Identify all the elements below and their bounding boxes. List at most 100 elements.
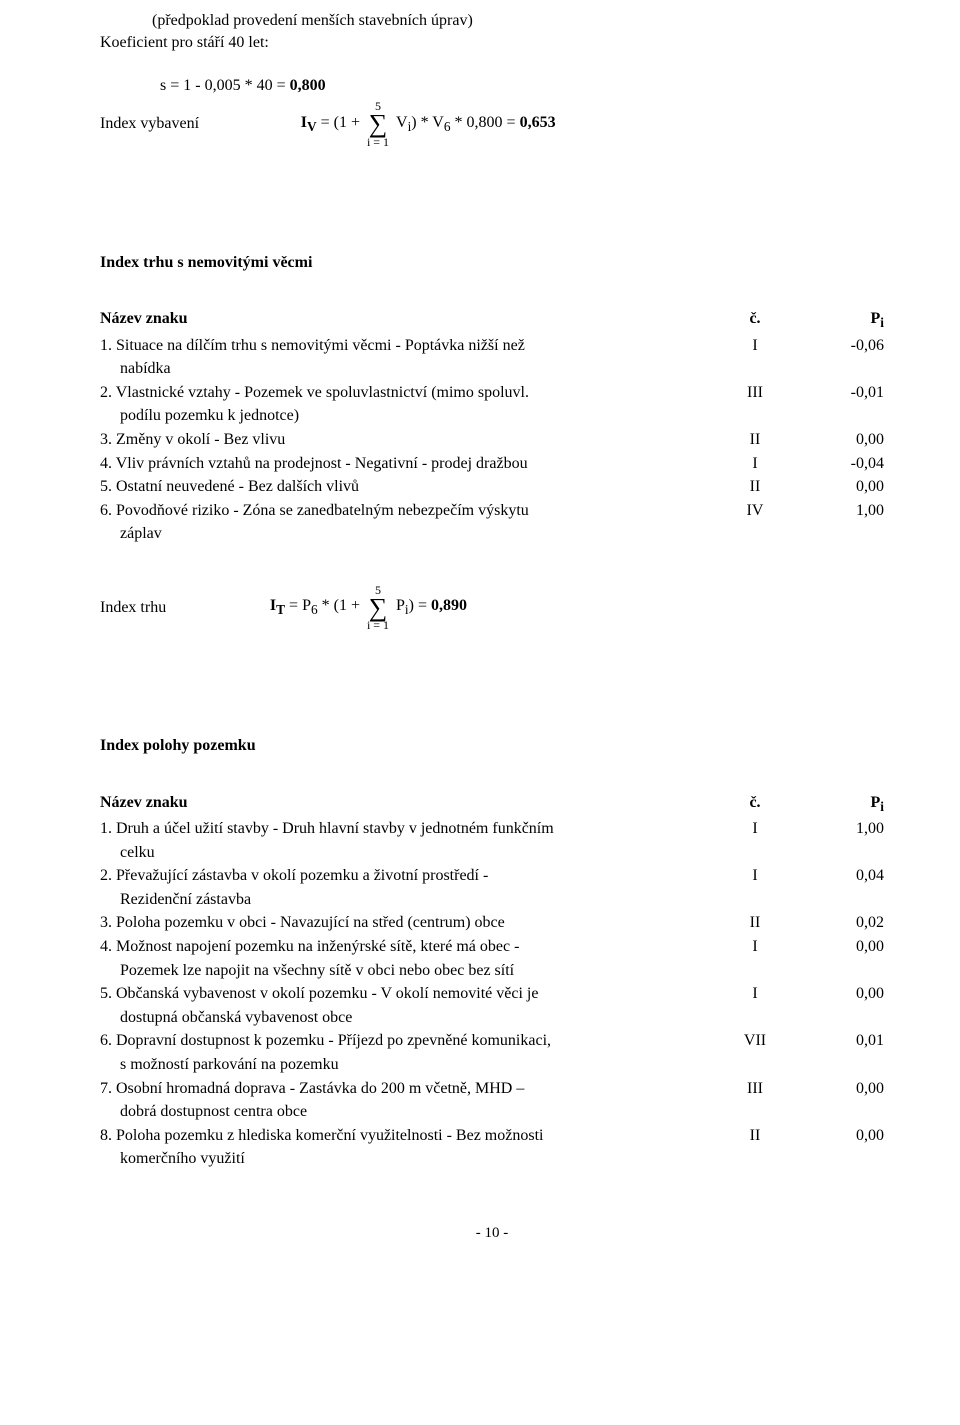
table-row: 2. Převažující zástavba v okolí pozemku … [100,864,884,888]
row-name: 2. Převažující zástavba v okolí pozemku … [100,864,718,888]
section2-title: Index polohy pozemku [100,735,884,757]
row-name: 8. Poloha pozemku z hlediska komerční vy… [100,1124,718,1148]
table-row: 4. Vliv právních vztahů na prodejnost - … [100,452,884,476]
row-num: I [718,935,792,959]
table-row: 5. Občanská vybavenost v okolí pozemku -… [100,982,884,1006]
row-name: 3. Poloha pozemku v obci - Navazující na… [100,911,718,935]
table-row: 4. Možnost napojení pozemku na inženýrsk… [100,935,884,959]
row-name-continuation: celku [100,841,718,865]
row-name-continuation: podílu pozemku k jednotce) [100,404,718,428]
formula2-rhs-pre: P [396,597,405,614]
row-value: 0,02 [792,911,884,935]
row-name: 4. Možnost napojení pozemku na inženýrsk… [100,935,718,959]
row-name-continuation: záplav [100,522,718,546]
row-num: VII [718,1029,792,1053]
row-name: 2. Vlastnické vztahy - Pozemek ve spoluv… [100,381,718,405]
table-row-continuation: dostupná občanská vybavenost obce [100,1006,884,1030]
row-num: IV [718,499,792,523]
table-row: 8. Poloha pozemku z hlediska komerční vy… [100,1124,884,1148]
sigma-icon: 5 ∑ i = 1 [360,584,396,631]
formula1-rhs-pre: V [396,114,408,131]
intro-line2: Koeficient pro stáří 40 let: [100,32,884,54]
formula2-lhs: IT = P6 * (1 + [220,595,360,619]
sigma-lower: i = 1 [367,619,389,631]
formula1-lhs-sub: V [307,119,317,134]
intro-line1: (předpoklad provedení menších stavebních… [100,10,884,32]
th-val-sub: i [880,316,884,331]
row-name: 6. Povodňové riziko - Zóna se zanedbatel… [100,499,718,523]
table-row-continuation: komerčního využití [100,1147,884,1171]
table-row-continuation: podílu pozemku k jednotce) [100,404,884,428]
row-num: II [718,1124,792,1148]
row-num: I [718,864,792,888]
table-index-polohy: Název znaku č. Pi 1. Druh a účel užití s… [100,791,884,1171]
row-value: 0,00 [792,475,884,499]
row-num: II [718,911,792,935]
row-name: 6. Dopravní dostupnost k pozemku - Příje… [100,1029,718,1053]
intro-line3: s = 1 - 0,005 * 40 = 0,800 [100,53,884,96]
formula2-eq-mid: * (1 + [318,597,360,614]
index-vybaveni-formula: Index vybavení IV = (1 + 5 ∑ i = 1 Vi) *… [100,100,884,147]
row-value: 0,00 [792,1124,884,1148]
formula1-rhs: Vi) * V6 * 0,800 = 0,653 [396,112,816,136]
th-name: Název znaku [100,307,718,333]
row-name: 5. Občanská vybavenost v okolí pozemku -… [100,982,718,1006]
row-name-continuation: dobrá dostupnost centra obce [100,1100,718,1124]
table-row: 5. Ostatní neuvedené - Bez dalších vlivů… [100,475,884,499]
section1-title: Index trhu s nemovitými věcmi [100,252,884,274]
th-val: Pi [792,307,884,333]
formula2-result: 0,890 [431,597,467,614]
th-num: č. [718,791,792,817]
table-row-continuation: dobrá dostupnost centra obce [100,1100,884,1124]
row-name: 1. Druh a účel užití stavby - Druh hlavn… [100,817,718,841]
formula2-eq-sub: 6 [311,603,318,618]
sigma-symbol: ∑ [369,596,388,619]
row-name-continuation: Rezidenční zástavba [100,888,718,912]
formula1-rhs-sub2: 6 [444,119,451,134]
row-value: 0,01 [792,1029,884,1053]
table-row-continuation: celku [100,841,884,865]
formula1-rhs-mid: ) * V [411,114,444,131]
row-name-continuation: nabídka [100,357,718,381]
row-value: -0,01 [792,381,884,405]
table-row-continuation: záplav [100,522,884,546]
intro-formula-text: s = 1 - 0,005 * 40 = [160,77,290,94]
formula1-result: 0,653 [520,114,556,131]
table-row: 1. Druh a účel užití stavby - Druh hlavn… [100,817,884,841]
row-value: 1,00 [792,817,884,841]
table-row: 2. Vlastnické vztahy - Pozemek ve spoluv… [100,381,884,405]
row-value: -0,06 [792,334,884,358]
table-row-continuation: nabídka [100,357,884,381]
table-row: 6. Dopravní dostupnost k pozemku - Příje… [100,1029,884,1053]
sigma-symbol: ∑ [369,112,388,135]
index-trhu-formula: Index trhu IT = P6 * (1 + 5 ∑ i = 1 Pi) … [100,584,884,631]
table-index-trhu: Název znaku č. Pi 1. Situace na dílčím t… [100,307,884,546]
row-value: 0,00 [792,935,884,959]
row-name: 7. Osobní hromadná doprava - Zastávka do… [100,1077,718,1101]
table-row-continuation: Pozemek lze napojit na všechny sítě v ob… [100,959,884,983]
th-val-sym: P [871,794,881,811]
row-num: III [718,1077,792,1101]
formula1-eq-pre: = (1 + [317,114,360,131]
row-num: II [718,428,792,452]
table-row: 3. Poloha pozemku v obci - Navazující na… [100,911,884,935]
row-name-continuation: dostupná občanská vybavenost obce [100,1006,718,1030]
row-name: 5. Ostatní neuvedené - Bez dalších vlivů [100,475,718,499]
row-value: -0,04 [792,452,884,476]
th-num: č. [718,307,792,333]
intro-result: 0,800 [290,77,326,94]
row-name: 1. Situace na dílčím trhu s nemovitými v… [100,334,718,358]
row-num: I [718,334,792,358]
formula2-eq-pre: = P [285,597,311,614]
row-value: 0,00 [792,428,884,452]
formula2-rhs: Pi) = 0,890 [396,595,816,619]
row-value: 1,00 [792,499,884,523]
th-val-sym: P [871,310,881,327]
row-name-continuation: s možností parkování na pozemku [100,1053,718,1077]
formula2-rhs-post: ) = [409,597,431,614]
sigma-lower: i = 1 [367,136,389,148]
th-val: Pi [792,791,884,817]
row-num: I [718,452,792,476]
table-row: 1. Situace na dílčím trhu s nemovitými v… [100,334,884,358]
row-name: 3. Změny v okolí - Bez vlivu [100,428,718,452]
